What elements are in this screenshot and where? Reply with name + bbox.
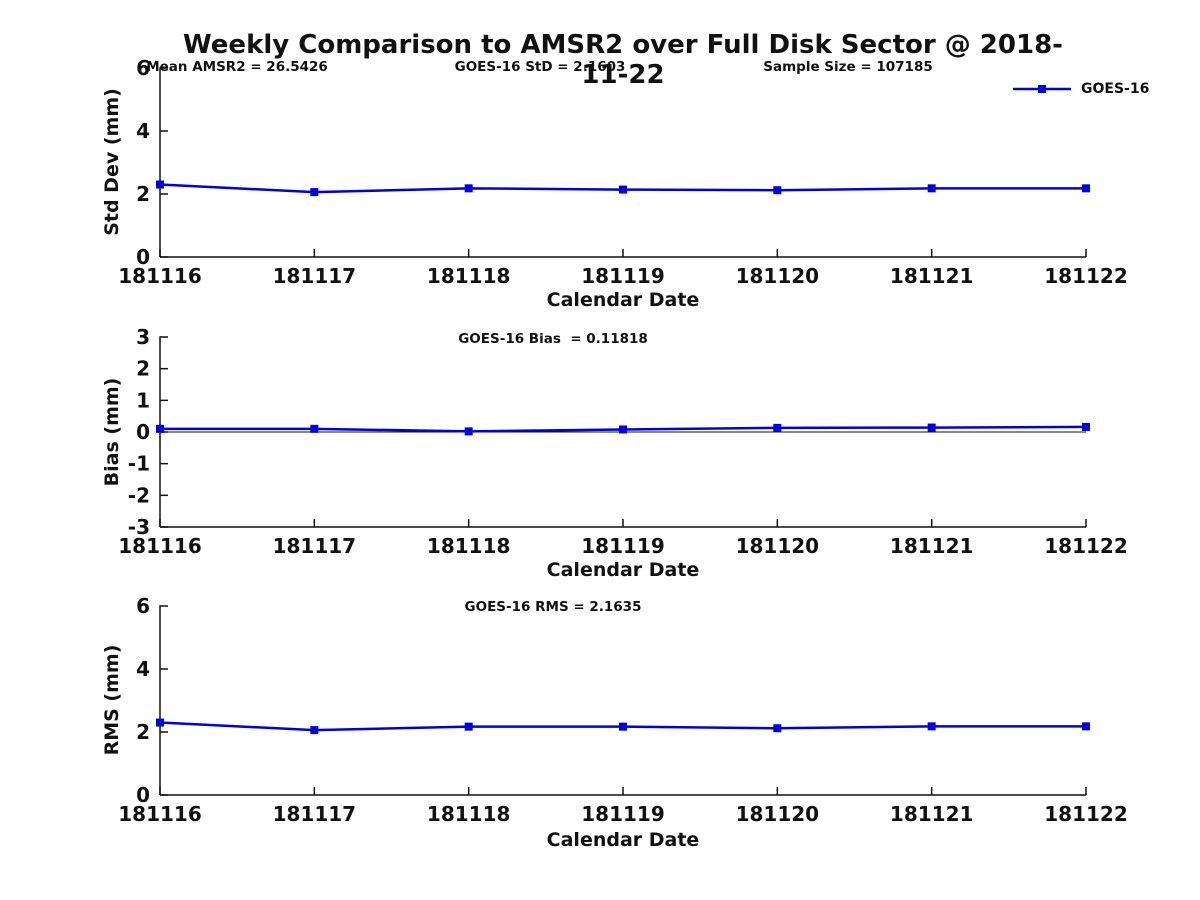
y-tick-label: 2 [136,357,150,381]
x-tick-label: 181122 [1044,534,1128,558]
data-point-marker [310,424,319,433]
x-tick-label: 181117 [273,534,357,558]
x-tick-label: 181121 [890,534,974,558]
legend-line-marker-icon [1013,85,1071,93]
x-tick-label: 181120 [736,534,820,558]
y-tick-label: 2 [136,182,150,206]
x-tick-label: 181116 [118,534,202,558]
x-tick-label: 181118 [427,264,511,288]
y-tick-label: 6 [136,56,150,80]
y-tick-label: 4 [136,119,150,143]
y-tick-label: 3 [136,325,150,349]
x-tick-label: 181121 [890,264,974,288]
subplot-3: 0 2 4 6 181116 181117 181118 181119 181120 181121… [118,594,1128,826]
data-point-marker [927,423,936,432]
x-tick-label: 181117 [273,264,357,288]
data-point-marker [773,423,782,432]
legend: GOES-16 [1012,81,1149,97]
x-tick-label: 181119 [581,802,665,826]
x-tick-label: 181120 [736,802,820,826]
y-tick-label: 0 [136,245,150,269]
data-point-marker [1082,184,1090,193]
y-tick-label: 1 [136,388,150,412]
annotation-mean-amsr2: Mean AMSR2 = 26.5426 [146,59,328,75]
y-tick-label: 4 [136,657,150,681]
data-point-marker [156,424,164,433]
annotation-goes16-rms: GOES-16 RMS = 2.1635 [464,599,642,615]
data-point-marker [310,188,319,197]
y-tick-label: -3 [128,515,150,539]
y-tick-label: -1 [128,452,150,476]
x-tick-label: 181120 [736,264,820,288]
subplot-2: -3 -2 -1 0 1 2 3 181116 181117 181118 181119 181120… [118,325,1128,558]
x-tick-label: 181122 [1044,802,1128,826]
data-point-marker [464,722,473,731]
x-tick-label: 181116 [118,802,202,826]
data-point-marker [773,724,782,733]
x-tick-label: 181118 [427,802,511,826]
ylabel-bias: Bias (mm) [101,377,123,487]
data-point-marker [619,722,627,731]
subplot-1: 0 2 4 6 181116 181117 181118 181119 181120 181121… [118,56,1128,288]
y-tick-label: -2 [128,483,150,507]
xlabel-calendar-date-2: Calendar Date [546,559,700,581]
annotation-goes16-bias: GOES-16 Bias = 0.11818 [458,331,648,347]
figure-title: Weekly Comparison to AMSR2 over Full Dis… [183,30,1063,90]
x-tick-label: 181117 [273,802,357,826]
data-point-marker [464,427,473,436]
x-tick-label: 181116 [118,264,202,288]
annotation-goes16-std: GOES-16 StD = 2.1603 [454,59,626,75]
y-tick-label: 6 [136,594,150,618]
data-point-marker [310,726,319,735]
data-point-marker [927,722,936,731]
data-point-marker [464,184,473,193]
ylabel-rms: RMS (mm) [101,644,123,756]
data-point-marker [1082,422,1090,431]
x-tick-label: 181122 [1044,264,1128,288]
data-point-marker [927,184,936,193]
y-tick-label: 0 [136,420,150,444]
ylabel-std-dev: Std Dev (mm) [101,88,123,236]
data-point-marker [156,718,164,727]
x-tick-label: 181119 [581,534,665,558]
y-tick-label: 0 [136,783,150,807]
data-point-marker [773,186,782,195]
data-point-marker [156,180,164,189]
x-tick-label: 181119 [581,264,665,288]
x-tick-label: 181121 [890,802,974,826]
xlabel-calendar-date-1: Calendar Date [546,289,700,311]
x-tick-label: 181118 [427,534,511,558]
data-point-marker [1082,722,1090,731]
legend-label: GOES-16 [1081,81,1150,97]
y-tick-label: 2 [136,720,150,744]
data-point-marker [619,425,627,434]
annotation-sample-size: Sample Size = 107185 [763,59,933,75]
xlabel-calendar-date-3: Calendar Date [546,829,700,851]
data-point-marker [619,185,627,194]
